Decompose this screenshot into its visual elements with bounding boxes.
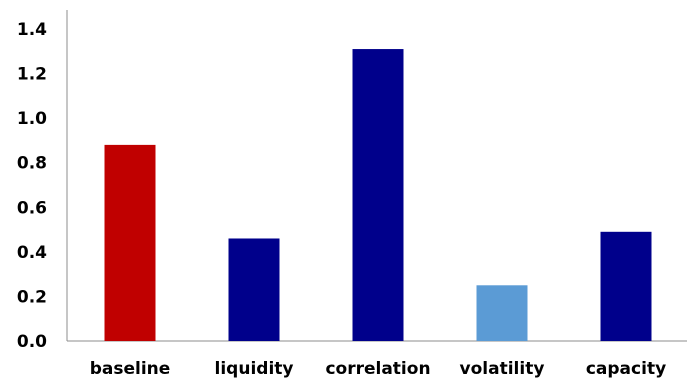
y-tick-label: 1.2: [17, 65, 47, 85]
x-tick-label-capacity: capacity: [586, 359, 666, 379]
category-labels: baseline liquidity correlation volatility ca…: [90, 359, 666, 379]
bar-correlation: [352, 49, 404, 342]
y-tick-label: 0.4: [17, 243, 47, 263]
bar-liquidity: [228, 238, 280, 341]
y-tick-label: 0.0: [17, 332, 47, 352]
bars: [104, 49, 652, 342]
y-axis: 0.0 0.2 0.4 0.6 0.8 1.0 1.2 1.4: [17, 10, 68, 352]
bar-baseline: [104, 144, 156, 341]
y-tick-label: 1.4: [17, 20, 47, 40]
x-tick-label-liquidity: liquidity: [215, 359, 294, 379]
y-tick-label: 1.0: [17, 109, 47, 129]
bar-capacity: [600, 231, 652, 341]
bar-volatility: [476, 285, 528, 341]
y-tick-label: 0.6: [17, 198, 47, 218]
y-tick-label: 0.8: [17, 154, 47, 174]
x-tick-label-correlation: correlation: [325, 359, 430, 379]
x-tick-label-baseline: baseline: [90, 359, 171, 379]
y-tick-label: 0.2: [17, 287, 47, 307]
x-tick-label-volatility: volatility: [460, 359, 545, 379]
